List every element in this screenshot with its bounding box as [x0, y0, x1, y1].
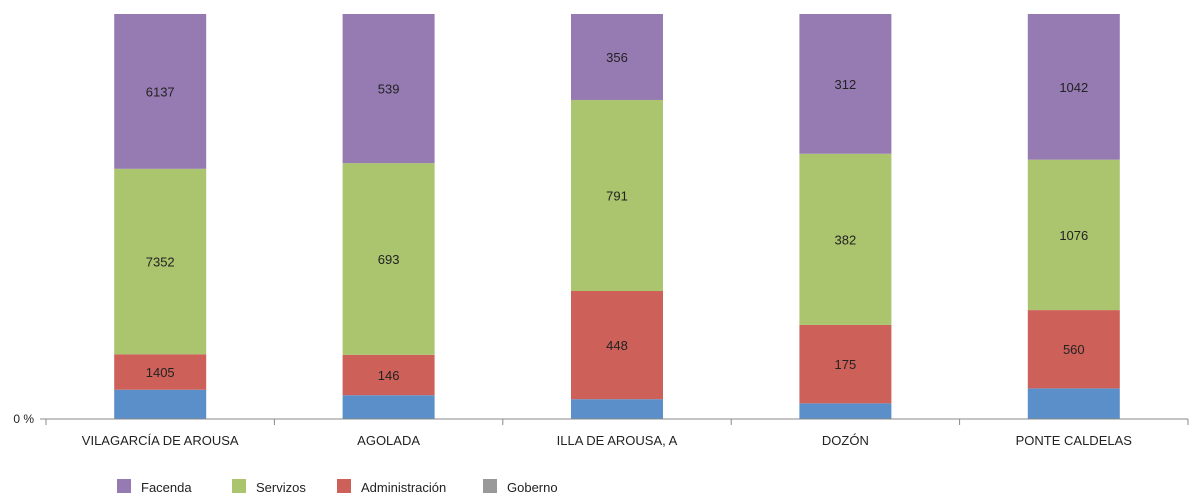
bar-segment-facenda-2 — [571, 14, 663, 100]
bars-group: 1405 7352 6137 146 693 539 448 791 356 175 382 312 5… — [114, 14, 1120, 419]
category-label-2: ILLA DE AROUSA, A — [557, 433, 678, 448]
bar-segment-gobierno-2 — [571, 399, 663, 419]
bar-segment-administración-1 — [342, 354, 435, 396]
legend-label-administración: Administración — [361, 480, 446, 495]
data-label-servizos-4: 1076 — [1059, 228, 1088, 243]
data-label-servizos-1: 693 — [378, 252, 400, 267]
data-label-servizos-0: 7352 — [146, 255, 175, 270]
bar-segment-servizos-1 — [342, 163, 435, 355]
bar-segment-servizos-4 — [1027, 159, 1120, 311]
legend-label-goberno: Goberno — [507, 480, 558, 495]
data-label-administración-1: 146 — [378, 368, 400, 383]
bar-segment-administración-4 — [1027, 310, 1120, 389]
category-label-1: AGOLADA — [357, 433, 420, 448]
category-label-3: DOZÓN — [822, 433, 869, 448]
data-label-administración-4: 560 — [1063, 342, 1085, 357]
data-label-servizos-2: 791 — [606, 188, 628, 203]
category-label-4: PONTE CALDELAS — [1016, 433, 1133, 448]
bar-segment-administración-3 — [799, 324, 892, 404]
category-labels: VILAGARCÍA DE AROUSA AGOLADA ILLA DE AROUS… — [82, 433, 1132, 448]
legend: Facenda Servizos Administración Goberno — [117, 479, 558, 495]
bar-segment-gobierno-1 — [342, 395, 435, 419]
bar-segment-servizos-0 — [114, 168, 207, 355]
legend-swatch-facenda — [117, 479, 131, 493]
bar-segment-administración-2 — [571, 291, 663, 400]
data-label-facenda-4: 1042 — [1059, 80, 1088, 95]
bar-segment-facenda-4 — [1027, 14, 1120, 160]
data-label-administración-3: 175 — [835, 357, 857, 372]
bar-segment-gobierno-4 — [1027, 388, 1120, 419]
bar-segment-gobierno-0 — [114, 389, 207, 419]
bar-segment-servizos-2 — [571, 99, 663, 292]
bar-segment-gobierno-3 — [799, 403, 892, 419]
data-label-administración-0: 1405 — [146, 365, 175, 380]
category-label-0: VILAGARCÍA DE AROUSA — [82, 433, 239, 448]
data-label-facenda-2: 356 — [606, 50, 628, 65]
data-label-administración-2: 448 — [606, 338, 628, 353]
bar-segment-administración-0 — [114, 354, 207, 390]
y-axis-tick-label: 0 % — [13, 412, 34, 426]
bar-segment-servizos-3 — [799, 153, 892, 325]
legend-swatch-goberno — [483, 479, 497, 493]
bar-segment-facenda-1 — [342, 14, 435, 164]
legend-swatch-administración — [337, 479, 351, 493]
legend-swatch-servizos — [232, 479, 246, 493]
data-label-servizos-3: 382 — [835, 232, 857, 247]
legend-label-facenda: Facenda — [141, 480, 192, 495]
legend-label-servizos: Servizos — [256, 480, 306, 495]
x-axis-ticks — [45, 419, 1189, 425]
data-label-facenda-1: 539 — [378, 82, 400, 97]
data-label-facenda-3: 312 — [835, 77, 857, 92]
bar-segment-facenda-3 — [799, 14, 892, 154]
data-label-facenda-0: 6137 — [146, 84, 175, 99]
bar-segment-facenda-0 — [114, 14, 207, 169]
